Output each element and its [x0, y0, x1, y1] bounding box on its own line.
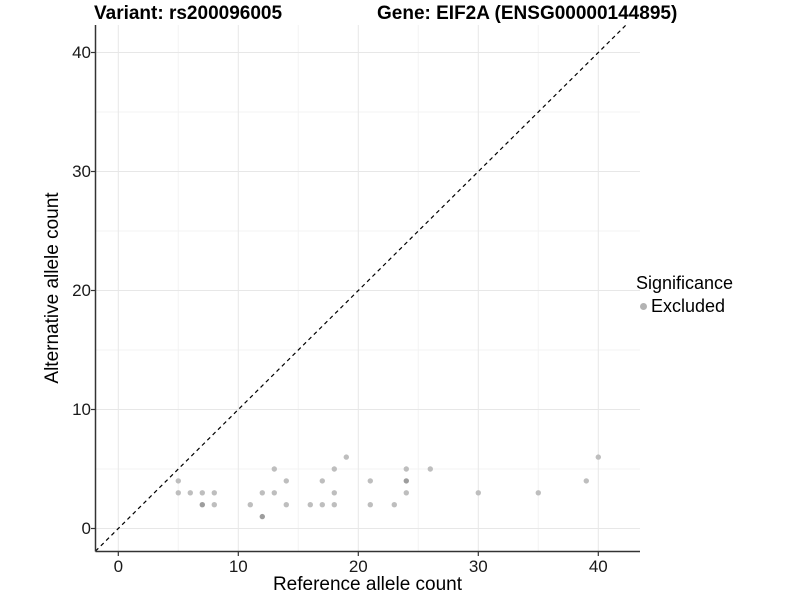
x-tick-label: 0	[113, 557, 124, 576]
y-axis-title: Alternative allele count	[42, 192, 63, 384]
data-point	[595, 454, 601, 460]
data-point	[403, 490, 409, 496]
data-point	[175, 490, 181, 496]
tick-marks	[91, 51, 599, 556]
data-point	[211, 490, 217, 496]
data-point	[283, 478, 289, 484]
data-point	[319, 502, 325, 508]
data-point	[211, 502, 217, 508]
data-points	[175, 454, 601, 520]
y-tick-label: 10	[72, 400, 91, 419]
excluded-point-icon	[640, 303, 647, 310]
data-point	[319, 478, 325, 484]
data-point	[175, 478, 181, 484]
x-tick-label: 40	[588, 557, 608, 576]
data-point	[247, 502, 253, 508]
x-tick-label: 10	[228, 557, 248, 576]
data-point	[427, 466, 433, 472]
data-point	[403, 478, 409, 484]
data-point	[331, 490, 337, 496]
data-point	[187, 490, 193, 496]
legend-item-excluded: Excluded	[640, 296, 733, 317]
data-point	[535, 490, 541, 496]
data-point	[271, 466, 277, 472]
major-gridlines	[95, 25, 640, 552]
minor-gridlines	[95, 25, 640, 552]
data-point	[403, 466, 409, 472]
data-point	[199, 502, 205, 508]
x-axis-title: Reference allele count	[272, 574, 463, 595]
x-tick-label: 20	[348, 557, 368, 576]
data-point	[307, 502, 313, 508]
x-tick-label: 30	[468, 557, 488, 576]
y-tick-label: 20	[72, 281, 91, 300]
y-tick-label: 0	[81, 519, 91, 538]
data-point	[475, 490, 481, 496]
legend: Significance Excluded	[636, 273, 733, 317]
data-point	[259, 513, 265, 520]
y-tick-label: 40	[72, 43, 91, 62]
data-point	[331, 466, 337, 472]
plot-title-gene: Gene: EIF2A (ENSG00000144895)	[377, 3, 678, 24]
data-point	[367, 502, 373, 508]
data-point	[391, 502, 397, 508]
data-point	[331, 502, 337, 508]
data-point	[283, 502, 289, 508]
legend-title: Significance	[636, 273, 734, 293]
data-point	[259, 490, 265, 496]
plot-title-variant: Variant: rs200096005	[94, 3, 283, 24]
data-point	[583, 478, 589, 484]
legend-item-label: Excluded	[651, 296, 726, 316]
y-tick-label: 30	[72, 162, 91, 181]
data-point	[199, 490, 205, 496]
data-point	[367, 478, 373, 484]
data-point	[343, 454, 349, 460]
data-point	[271, 490, 277, 496]
identity-line	[95, 24, 627, 552]
